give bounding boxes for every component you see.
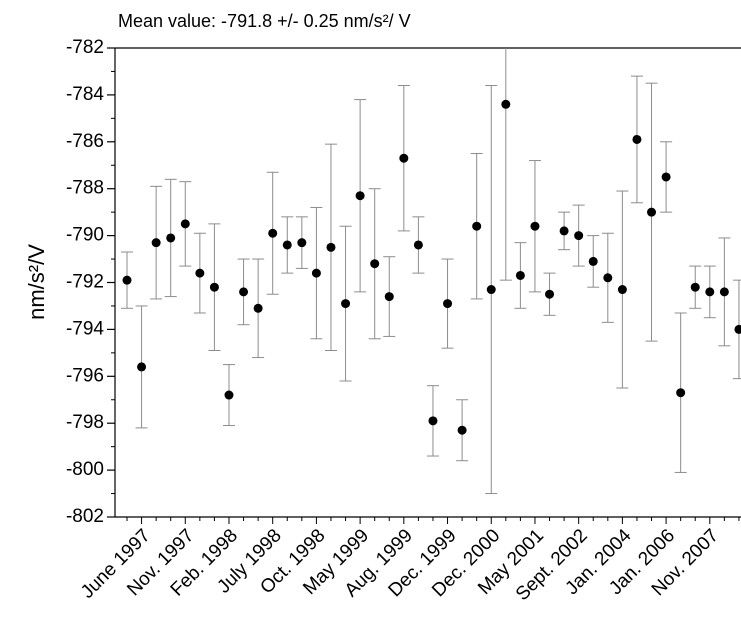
data-point (326, 242, 336, 252)
data-point (559, 226, 569, 236)
y-tick-label: -802 (66, 506, 104, 527)
data-point (443, 299, 453, 309)
data-point (486, 285, 496, 295)
data-point (253, 303, 263, 313)
data-point (209, 282, 219, 292)
data-point (719, 287, 729, 297)
data-point (341, 299, 351, 309)
data-point (501, 99, 511, 109)
data-point (472, 221, 482, 231)
data-point (588, 256, 598, 266)
data-point (617, 285, 627, 295)
data-point (166, 233, 176, 243)
data-point (355, 191, 365, 201)
error-bar (499, 48, 512, 281)
data-point (268, 228, 278, 238)
data-point (195, 268, 205, 278)
data-point (137, 362, 147, 372)
data-point (384, 292, 394, 302)
y-axis-label: nm/s²/V (24, 244, 49, 320)
data-point (239, 287, 249, 297)
data-point (676, 388, 686, 398)
data-point (311, 268, 321, 278)
data-point (603, 273, 613, 283)
y-tick-label: -800 (66, 459, 104, 480)
y-tick-label: -786 (66, 131, 104, 152)
data-point (428, 416, 438, 426)
data-point (297, 238, 307, 248)
chart-title: Mean value: -791.8 +/- 0.25 nm/s²/ V (118, 11, 411, 31)
data-point (647, 207, 657, 217)
data-point (530, 221, 540, 231)
y-tick-label: -794 (66, 318, 104, 339)
y-tick-label: -784 (66, 84, 104, 105)
y-tick-label: -798 (66, 412, 104, 433)
y-tick-label: -790 (66, 225, 104, 246)
data-point (632, 134, 642, 144)
data-point (413, 240, 423, 250)
y-tick-label: -792 (66, 272, 104, 293)
data-point (282, 240, 292, 250)
data-point (370, 259, 380, 269)
y-tick-label: -796 (66, 365, 104, 386)
data-point (734, 324, 741, 334)
y-tick-label: -782 (66, 37, 104, 58)
data-point (122, 275, 132, 285)
data-point (661, 172, 671, 182)
data-point (705, 287, 715, 297)
y-tick-label: -788 (66, 178, 104, 199)
data-point (151, 238, 161, 248)
data-point (515, 270, 525, 280)
data-point (457, 425, 467, 435)
data-point (690, 282, 700, 292)
data-point (574, 231, 584, 241)
data-point (399, 153, 409, 163)
data-point (545, 289, 555, 299)
plot-area (121, 48, 741, 495)
data-point (180, 219, 190, 229)
data-point (224, 390, 234, 400)
